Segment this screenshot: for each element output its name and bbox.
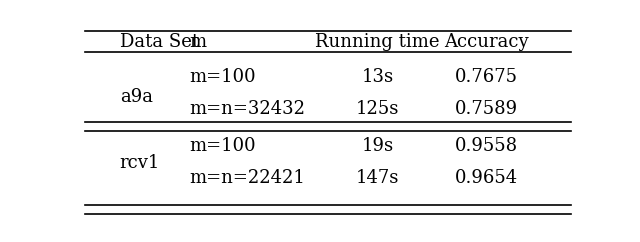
Text: Data Set: Data Set <box>120 33 199 51</box>
Text: Accuracy: Accuracy <box>444 33 529 51</box>
Text: Running time: Running time <box>316 33 440 51</box>
Text: 13s: 13s <box>362 68 394 86</box>
Text: a9a: a9a <box>120 88 153 106</box>
Text: 0.7675: 0.7675 <box>455 68 518 86</box>
Text: m=n=22421: m=n=22421 <box>189 169 305 187</box>
Text: m=n=32432: m=n=32432 <box>189 100 305 118</box>
Text: m=100: m=100 <box>189 137 256 155</box>
Text: 0.7589: 0.7589 <box>455 100 518 118</box>
Text: m=100: m=100 <box>189 68 256 86</box>
Text: 147s: 147s <box>356 169 399 187</box>
Text: rcv1: rcv1 <box>120 154 160 172</box>
Text: 0.9558: 0.9558 <box>455 137 518 155</box>
Text: 125s: 125s <box>356 100 399 118</box>
Text: m: m <box>189 33 206 51</box>
Text: 19s: 19s <box>362 137 394 155</box>
Text: 0.9654: 0.9654 <box>455 169 518 187</box>
